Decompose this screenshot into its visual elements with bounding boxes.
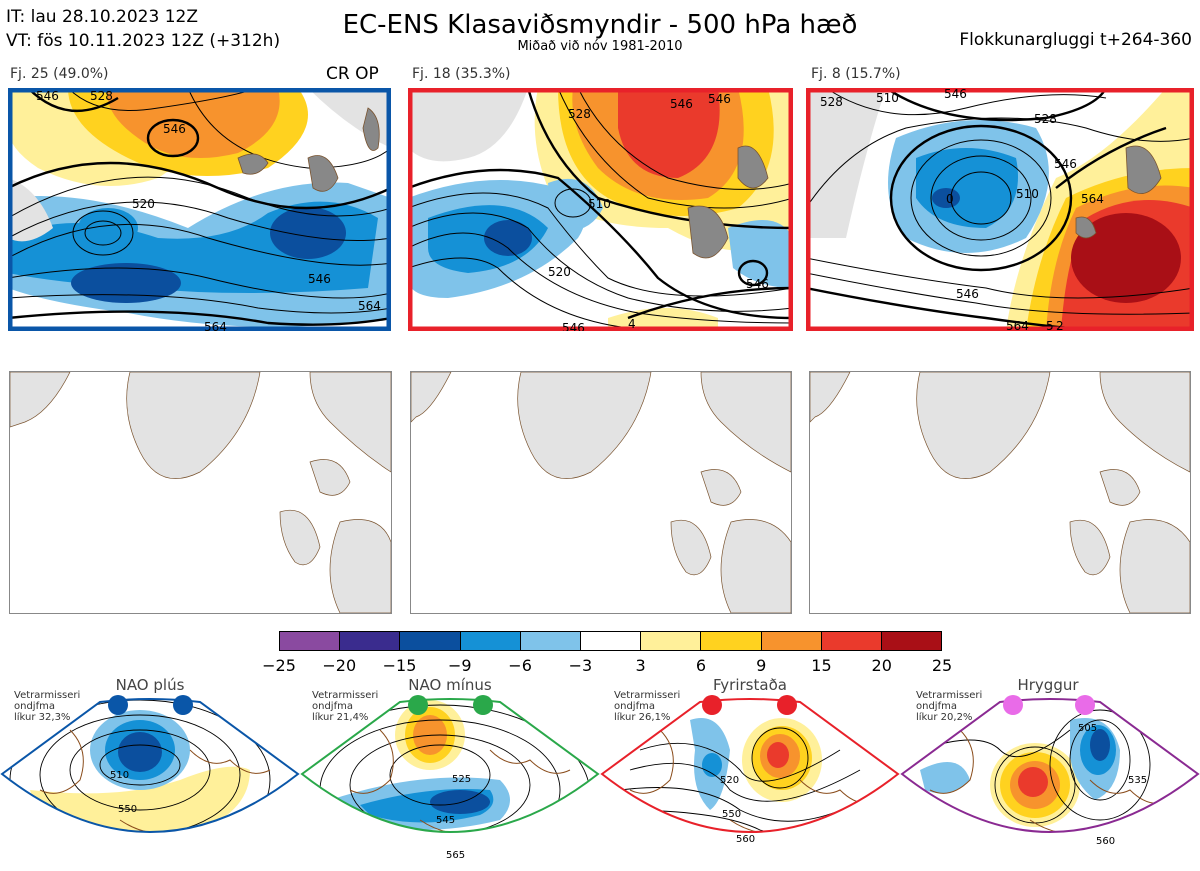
colorbar-swatch [520, 632, 581, 650]
classification-window: Flokkunargluggi t+264-360 [959, 30, 1192, 50]
colorbar-swatch [761, 632, 822, 650]
contour-label: 2 [1056, 319, 1064, 331]
contour-label: 546 [956, 287, 979, 301]
colorbar-tick-label: −15 [382, 656, 417, 675]
regime-4-name: Hryggur [1017, 676, 1079, 694]
colorbar-swatch [701, 632, 762, 650]
regime-3-dot [702, 695, 722, 715]
contour-label: 510 [876, 91, 899, 105]
contour-label: 564 [204, 320, 227, 331]
cluster-1-tag: CR OP [326, 64, 379, 84]
regime-1-probability: Vetrarmisseri ondjfma líkur 32,3% [14, 690, 81, 723]
cluster-2-map: 546 528 546 510 520 546 546 4 [408, 88, 793, 331]
contour-label: 528 [820, 95, 843, 109]
cluster-3-map: 528 510 546 528 510 546 564 546 564 5 2 … [806, 88, 1194, 331]
cluster-3-label: Fj. 8 (15.7%) [811, 66, 901, 82]
contour-label: 528 [1034, 112, 1057, 126]
contour-label: 546 [670, 97, 693, 111]
contour-label: 505 [1078, 723, 1097, 734]
blank-map-1 [9, 371, 392, 614]
initial-time: IT: lau 28.10.2023 12Z [6, 7, 198, 27]
contour-label: 525 [452, 774, 471, 785]
contour-label: 560 [1096, 836, 1115, 847]
contour-label: 546 [1054, 157, 1077, 171]
contour-label: 564 [1006, 319, 1029, 331]
contour-label: 528 [90, 89, 113, 103]
contour-label: 545 [436, 815, 455, 826]
contour-label: 510 [588, 197, 611, 211]
colorbar-swatch [580, 632, 642, 650]
contour-label: 528 [568, 107, 591, 121]
colorbar-swatch [460, 632, 521, 650]
contour-label: 520 [720, 775, 739, 786]
regime-1-name: NAO plús [115, 676, 185, 694]
blank-map-2 [410, 371, 792, 614]
colorbar-tick-label: 25 [931, 656, 953, 675]
page-title: EC-ENS Klasaviðsmyndir - 500 hPa hæð [342, 10, 858, 40]
contour-label: 546 [746, 277, 769, 291]
colorbar-swatch [280, 632, 341, 650]
page-subtitle: Miðað við nóv 1981-2010 [517, 39, 683, 54]
contour-label: 520 [548, 265, 571, 279]
contour-label: 560 [736, 834, 755, 845]
contour-label: 0 [946, 192, 954, 206]
colorbar-tick-label: 15 [811, 656, 832, 675]
contour-label: 546 [944, 88, 967, 101]
regime-4-dot [1075, 695, 1095, 715]
colorbar-tick-label: −6 [508, 656, 532, 675]
contour-label: 546 [308, 272, 331, 286]
regime-2-probability: Vetrarmisseri ondjfma líkur 21,4% [312, 690, 379, 723]
contour-label: 510 [110, 770, 129, 781]
contour-label: 564 [1081, 192, 1104, 206]
cluster-1-map: 546 528 520 546 546 564 564 [8, 88, 391, 331]
contour-label: 565 [446, 850, 465, 861]
colorbar-swatch [821, 632, 882, 650]
colorbar-tick-label: −3 [568, 656, 593, 675]
colorbar-tick-label: 20 [871, 656, 892, 675]
contour-label: 510 [1016, 187, 1039, 201]
regime-3-probability: Vetrarmisseri ondjfma líkur 26,1% [614, 690, 681, 723]
regime-1-dot [173, 695, 193, 715]
regime-3-dot [777, 695, 797, 715]
colorbar-tick-label: 9 [756, 656, 767, 675]
regime-4-dot [1003, 695, 1023, 715]
contour-label: 546 [163, 122, 186, 136]
colorbar-swatch [881, 632, 942, 650]
contour-label: 520 [132, 197, 155, 211]
contour-label: 550 [118, 804, 137, 815]
contour-label: 546 [562, 321, 585, 331]
regime-3-name: Fyrirstaða [713, 676, 787, 694]
cluster-2-label: Fj. 18 (35.3%) [412, 66, 511, 82]
regime-2-dot [473, 695, 493, 715]
contour-label: 550 [722, 809, 741, 820]
regime-2-name: NAO mínus [408, 676, 492, 694]
colorbar-tick-label: 6 [695, 656, 706, 675]
colorbar-swatch [641, 632, 702, 650]
header-info: IT: lau 28.10.2023 12Z VT: fös 10.11.202… [6, 5, 280, 53]
regime-1-dot [108, 695, 128, 715]
regime-4-probability: Vetrarmisseri ondjfma líkur 20,2% [916, 690, 983, 723]
contour-label: 4 [628, 317, 636, 331]
valid-time: VT: fös 10.11.2023 12Z (+312h) [6, 31, 281, 51]
contour-label: 535 [1128, 775, 1147, 786]
regime-2-dot [408, 695, 428, 715]
blank-map-3 [809, 371, 1191, 614]
colorbar-tick-label: 3 [635, 656, 646, 675]
contour-label: 564 [358, 299, 381, 313]
contour-label: 5 [1046, 319, 1054, 331]
colorbar-swatch [400, 632, 461, 650]
colorbar-swatch [340, 632, 401, 650]
colorbar-tick-label: −9 [448, 656, 472, 675]
cluster-1-label: Fj. 25 (49.0%) [10, 66, 109, 82]
contour-label: 546 [36, 89, 59, 103]
colorbar-tick-label: −25 [262, 656, 296, 675]
contour-label: 546 [708, 92, 731, 106]
colorbar-tick-label: −20 [322, 656, 357, 675]
colorbar [279, 631, 942, 651]
regime-maps: 510 550 525 545 565 [0, 695, 1200, 861]
